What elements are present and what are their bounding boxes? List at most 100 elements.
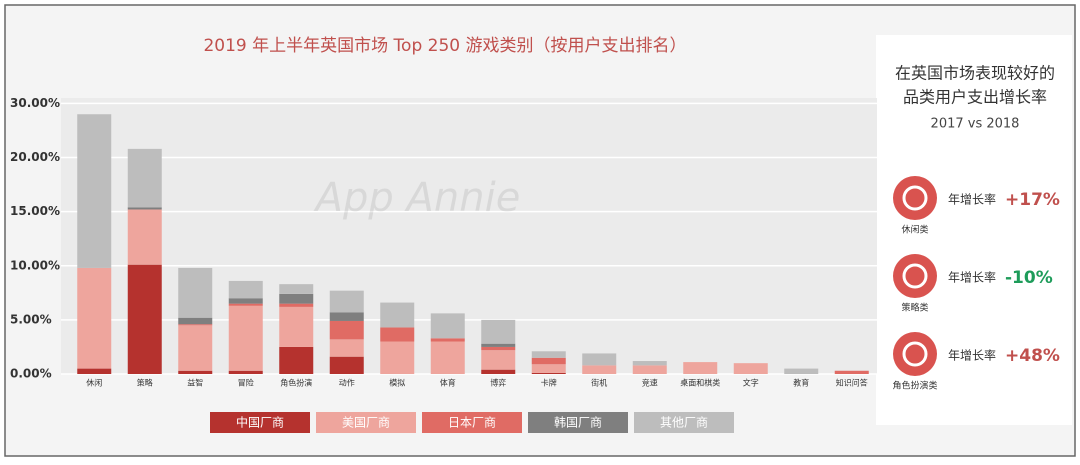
bar-segment [531,351,566,358]
bar-segment [481,319,516,344]
x-tick-label: 街机 [591,378,607,388]
bar-segment [127,264,162,374]
bar-segment [834,370,869,374]
x-tick-label: 知识问答 [836,378,868,388]
bar-segment [784,368,819,374]
legend-label: 美国厂商 [342,415,390,430]
bar-segment [127,209,162,265]
x-tick-label: 冒险 [238,378,254,388]
bar-segment [279,346,314,374]
rate-label: 年增长率 [948,348,996,363]
bar-segment [279,303,314,307]
x-tick-label: 文字 [743,378,759,388]
bar-segment [77,368,112,374]
bar-segment [531,372,566,374]
bar-segment [430,341,465,374]
bar-segment [481,369,516,374]
bar-segment [279,306,314,347]
rate-value: +17% [1005,190,1060,210]
bar-segment [77,267,112,369]
bar-segment [380,302,415,328]
bar-segment [481,343,516,347]
panel-title: 在英国市场表现较好的 [895,64,1055,83]
category-label: 休闲类 [901,224,928,236]
y-tick-label: 5.00% [10,312,52,326]
x-tick-label: 教育 [793,378,809,388]
bar-segment [329,356,364,374]
x-tick-label: 模拟 [389,378,405,388]
panel-subtitle: 2017 vs 2018 [931,117,1020,132]
bar-segment [582,365,617,374]
bar-segment [481,350,516,370]
x-tick-label: 角色扮演 [280,378,312,388]
bar-segment [683,362,718,374]
x-tick-label: 休闲 [86,378,102,388]
bar-segment [279,284,314,294]
bar-segment [430,338,465,342]
bar-segment [178,267,213,318]
legend-label: 其他厂商 [660,415,708,430]
bar-segment [127,148,162,208]
bar-segment [228,298,263,304]
x-tick-label: 卡牌 [541,378,557,388]
bar-segment [178,324,213,326]
bar-segment [632,361,667,366]
category-icon [893,332,937,376]
category-label: 策略类 [901,302,928,314]
rate-value: -10% [1005,268,1053,288]
bar-segment [380,341,415,374]
bar-segment [481,346,516,351]
category-icon [893,254,937,298]
rate-label: 年增长率 [948,192,996,207]
legend-label: 韩国厂商 [554,415,602,430]
bar-segment [228,370,263,374]
legend-swatch [316,412,416,433]
x-tick-label: 动作 [339,378,355,388]
chart-title: 2019 年上半年英国市场 Top 250 游戏类别（按用户支出排名） [203,36,686,56]
watermark: App Annie [313,175,521,221]
category-icon-inner [902,185,928,211]
bar-segment [733,363,768,374]
y-tick-label: 0.00% [10,367,52,381]
x-tick-label: 体育 [440,378,456,388]
legend-label: 日本厂商 [448,415,496,430]
x-tick-label: 博弈 [490,378,506,388]
legend-swatch [422,412,522,433]
y-tick-label: 20.00% [10,150,60,164]
legend-label: 中国厂商 [236,415,284,430]
bar-segment [329,312,364,321]
legend-swatch [210,412,310,433]
x-tick-label: 策略 [137,378,153,388]
category-icon-inner [902,341,928,367]
rate-label: 年增长率 [948,270,996,285]
y-tick-label: 10.00% [10,258,60,272]
bar-segment [77,114,112,268]
bar-segment [582,353,617,366]
bar-segment [380,327,415,342]
category-icon [893,176,937,220]
bar-segment [329,320,364,340]
bar-segment [329,339,364,357]
bar-segment [430,313,465,339]
y-tick-label: 30.00% [10,96,60,110]
bar-segment [531,364,566,373]
y-tick-label: 15.00% [10,204,60,218]
bar-segment [279,293,314,304]
legend-swatch [634,412,734,433]
bar-segment [178,325,213,371]
bar-segment [178,317,213,325]
x-tick-label: 竞速 [642,378,658,388]
bar-segment [228,280,263,299]
category-icon-inner [902,263,928,289]
bar-segment [127,207,162,210]
rate-value: +48% [1005,346,1060,366]
bar-segment [178,370,213,374]
legend-swatch [528,412,628,433]
bar-segment [531,357,566,365]
x-tick-label: 益智 [187,378,203,388]
bar-segment [632,365,667,374]
bar-segment [228,305,263,371]
bar-segment [329,290,364,313]
x-tick-label: 桌面和棋类 [680,378,720,388]
